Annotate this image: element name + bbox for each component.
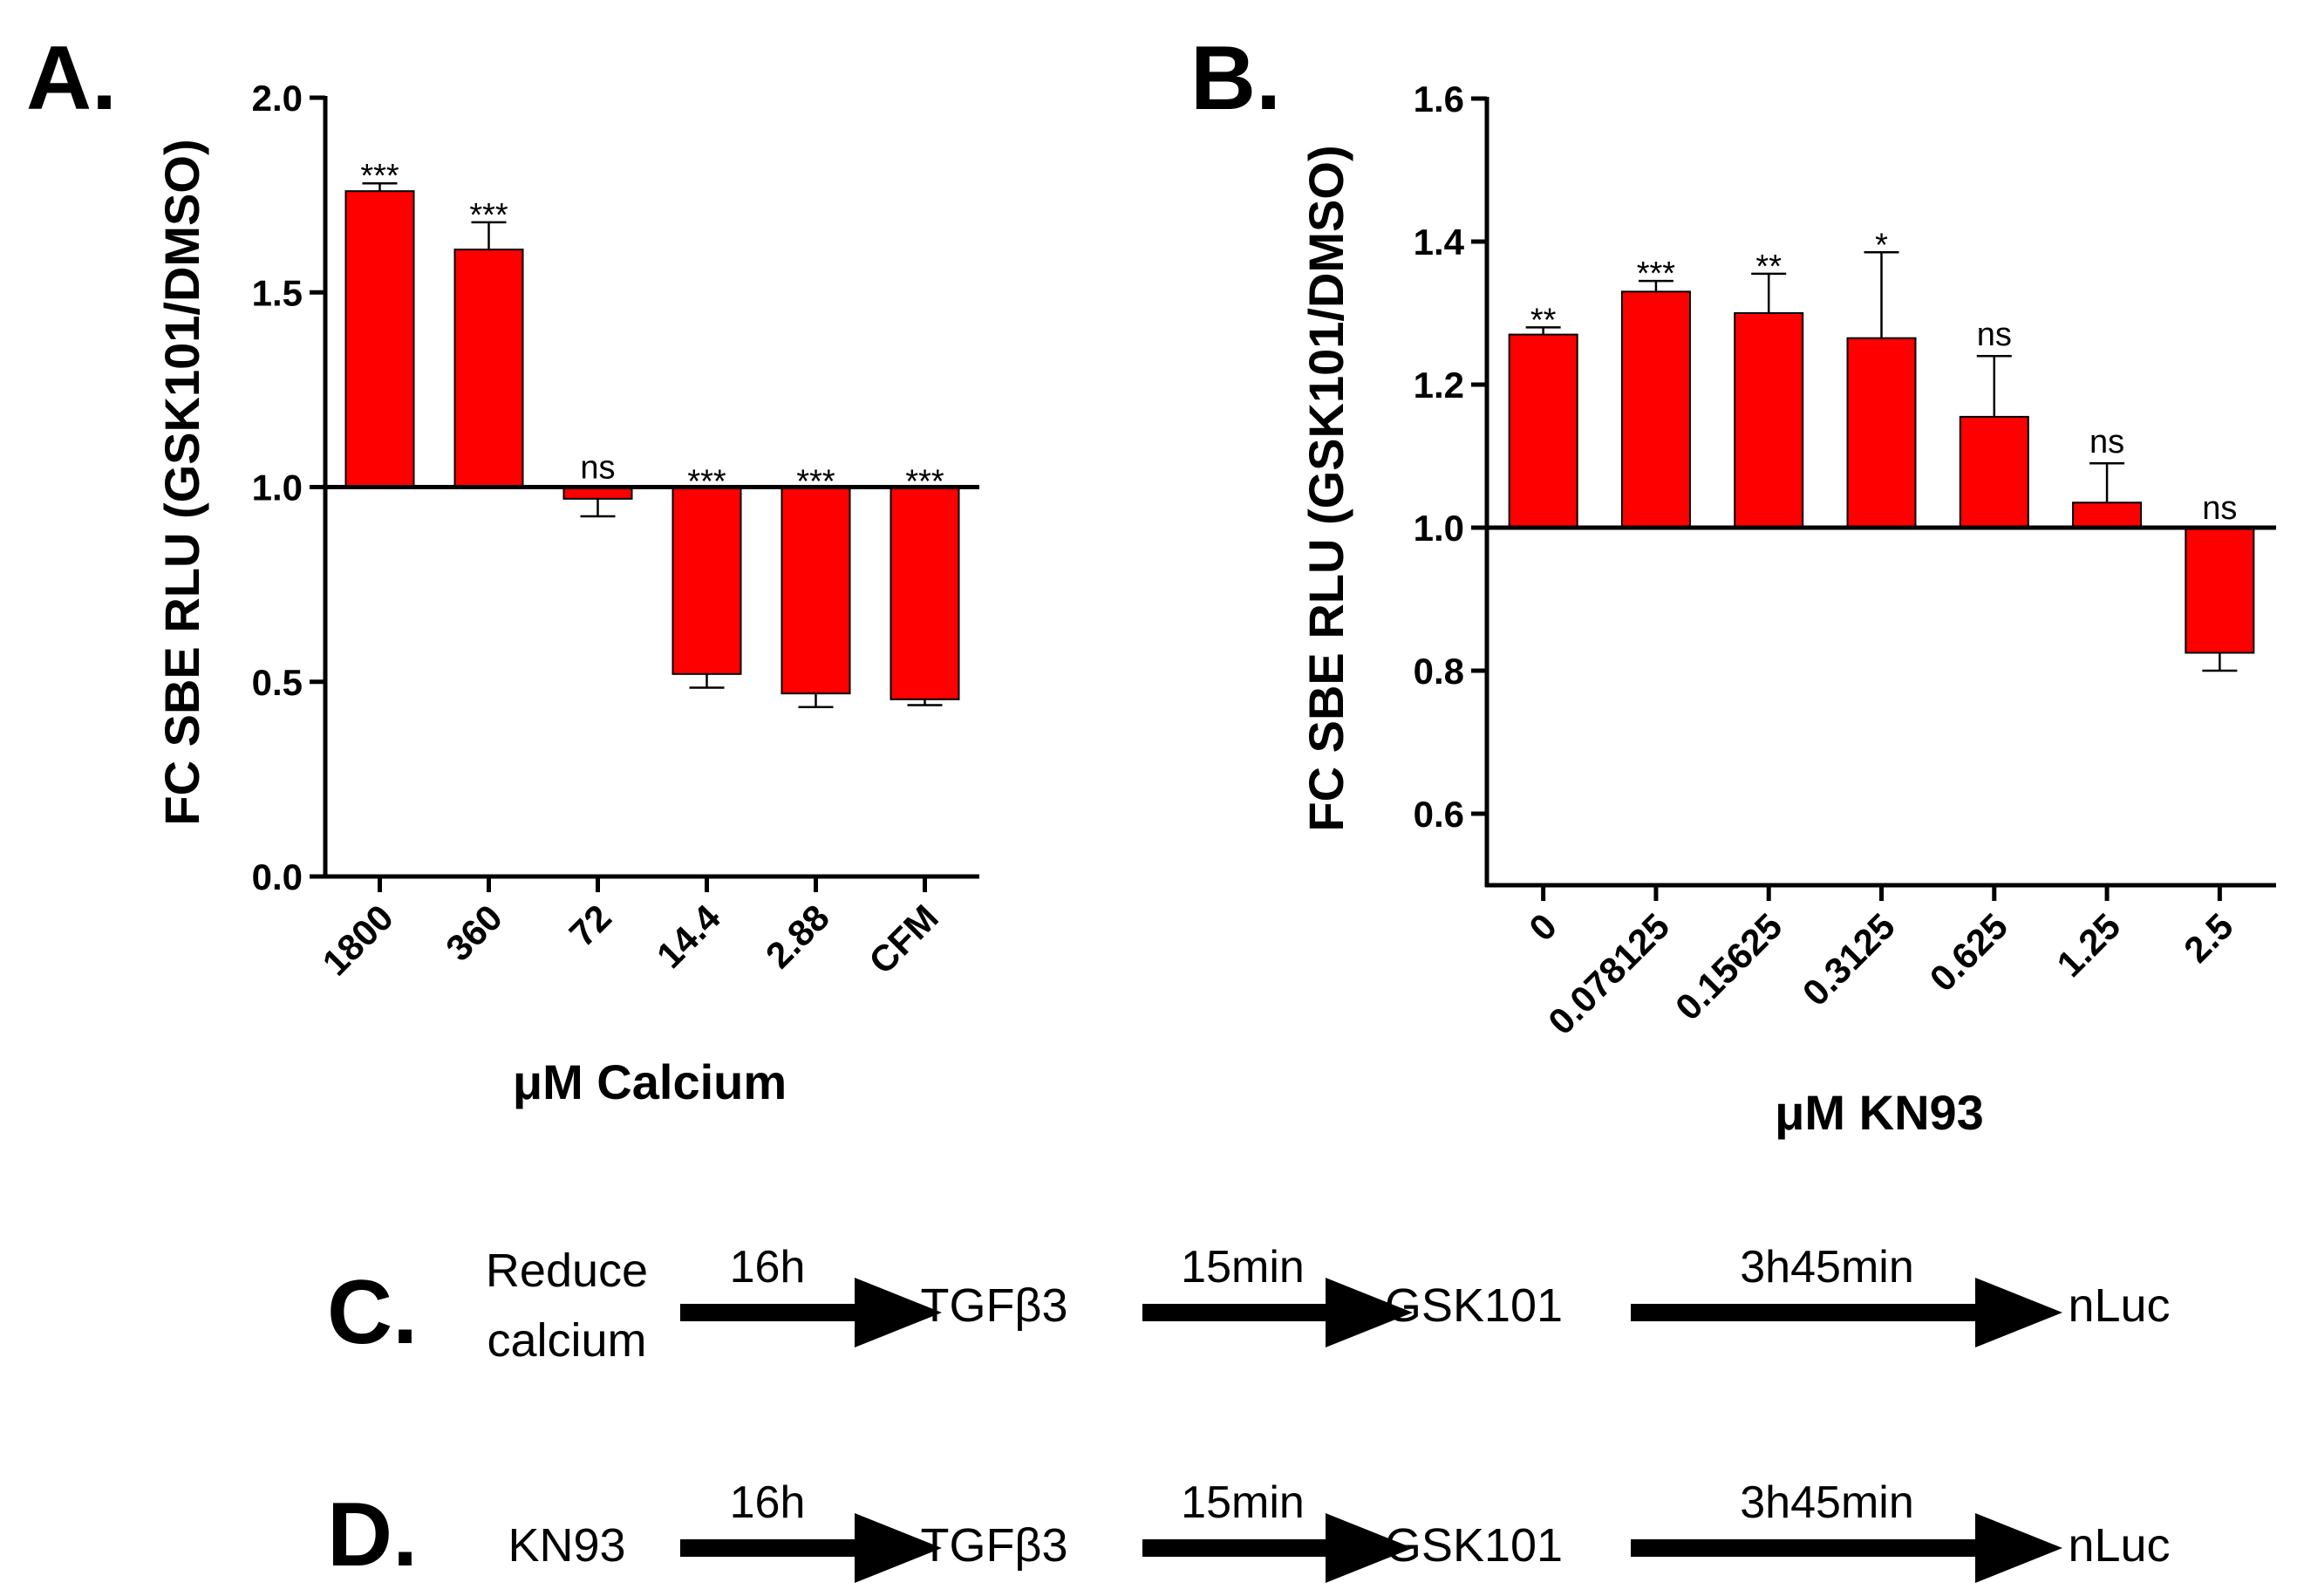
chart-a-bar-1	[453, 249, 524, 488]
chart-b-significance-1: ***	[1637, 256, 1676, 292]
diagram-c: C. Reduce calcium 16h TGFβ3 15min GSK101…	[327, 1242, 2171, 1367]
chart-b-bar-3	[1846, 337, 1917, 529]
diagram-d-step1-target: TGFβ3	[920, 1519, 1067, 1572]
chart-b-ytick-label-1: 0.8	[1414, 651, 1464, 692]
diagram-d-letter: D.	[327, 1484, 418, 1586]
chart-a-xtick-label-1: 360	[438, 897, 510, 969]
chart-b-bar-4	[1959, 415, 2029, 529]
chart-b-ytick-label-5: 1.6	[1414, 78, 1464, 119]
chart-b-ytick-label-4: 1.4	[1414, 222, 1465, 263]
chart-b-bar-6	[2185, 527, 2255, 654]
chart-a-significance-2: ns	[580, 450, 615, 487]
chart-a-xtick-label-3: 14.4	[649, 897, 728, 976]
chart-a-xtick-label-2: 72	[562, 897, 619, 954]
diagram-d-step3-time: 3h45min	[1740, 1477, 1913, 1528]
chart-b-bar-2	[1734, 312, 1804, 529]
chart-a-xtick-label-4: 2.88	[758, 897, 837, 976]
chart-b-ytick-label-0: 0.6	[1414, 794, 1464, 835]
chart-b-bar-1	[1620, 290, 1691, 529]
chart-b-ytick-label-2: 1.0	[1414, 508, 1464, 549]
chart-a-significance-1: ***	[469, 197, 508, 234]
chart-b-xtick-label-2: 0.15625	[1667, 905, 1790, 1028]
chart-a-significance-4: ***	[796, 464, 835, 501]
chart-a-ytick-label-0: 0.0	[252, 856, 303, 897]
chart-b-significance-6: ns	[2202, 490, 2237, 527]
chart-b-plot: 0.6 0.8 1.0 1.2 1.4 1.6 ** 0 *** 0.078125 ** 0.1562…	[1414, 78, 2276, 1042]
chart-a-ytick-label-4: 2.0	[252, 78, 303, 119]
chart-b-xtick-label-6: 2.5	[2176, 905, 2241, 971]
panel-a-letter: A.	[26, 28, 117, 129]
chart-b-significance-4: ns	[1977, 317, 2012, 353]
diagram-c-letter: C.	[327, 1262, 418, 1363]
chart-b-xtick-label-3: 0.3125	[1795, 905, 1903, 1013]
diagram-c-step3-target: nLuc	[2068, 1279, 2170, 1332]
diagram-c-step2-time: 15min	[1181, 1242, 1305, 1292]
chart-a-xtick-label-5: CFM	[861, 897, 946, 982]
chart-a-significance-0: ***	[360, 158, 399, 194]
diagram-d-step2-target: GSK101	[1385, 1519, 1563, 1572]
diagram-d-start: KN93	[508, 1519, 625, 1572]
diagram-d: D. KN93 16h TGFβ3 15min GSK101 3h45min n…	[327, 1477, 2171, 1586]
chart-a-xlabel: μM Calcium	[513, 1054, 787, 1109]
diagram-d-step3-target: nLuc	[2068, 1519, 2170, 1572]
diagram-c-step1-time: 16h	[730, 1242, 806, 1292]
chart-b-significance-0: **	[1530, 302, 1557, 338]
diagram-c-start-line2: calcium	[487, 1314, 646, 1367]
chart-b-xtick-label-1: 0.078125	[1540, 905, 1677, 1042]
diagram-c-start-line1: Reduce	[486, 1245, 648, 1297]
chart-b-significance-2: **	[1755, 249, 1782, 285]
diagram-d-step1-time: 16h	[730, 1477, 806, 1528]
chart-b-xtick-label-0: 0	[1521, 905, 1564, 949]
chart-a-ytick-label-3: 1.5	[252, 272, 303, 313]
chart-a-ytick-label-2: 1.0	[252, 467, 303, 508]
chart-a-ylabel: FC SBE RLU (GSK101/DMSO)	[154, 139, 209, 825]
chart-a: A. FC SBE RLU (GSK101/DMSO) μM Calcium 0…	[26, 28, 979, 1109]
chart-a-xtick-label-0: 1800	[315, 897, 401, 983]
chart-a-bar-5	[890, 486, 960, 700]
chart-a-bar-0	[344, 190, 415, 488]
panel-b-letter: B.	[1190, 28, 1281, 129]
diagram-c-step2-target: GSK101	[1385, 1279, 1563, 1332]
chart-b-xlabel: μM KN93	[1775, 1085, 1984, 1140]
chart-b-ytick-label-3: 1.2	[1414, 365, 1464, 406]
chart-a-bar-4	[780, 486, 851, 695]
chart-b-significance-3: *	[1875, 227, 1888, 263]
chart-b-significance-5: ns	[2089, 424, 2124, 460]
chart-a-ytick-label-1: 0.5	[252, 662, 303, 703]
chart-b-xtick-label-4: 0.625	[1922, 905, 2016, 999]
chart-b-bar-0	[1508, 333, 1578, 529]
chart-b-xtick-label-5: 1.25	[2048, 905, 2128, 985]
diagram-d-step2-time: 15min	[1181, 1477, 1305, 1528]
chart-b-bar-5	[2072, 501, 2143, 529]
diagram-c-step3-time: 3h45min	[1740, 1242, 1913, 1292]
chart-b: B. FC SBE RLU (GSK101/DMSO) μM KN93 0.60…	[1190, 28, 2276, 1140]
chart-a-significance-5: ***	[905, 464, 944, 501]
chart-a-bar-3	[671, 486, 742, 675]
diagram-c-step1-target: TGFβ3	[920, 1279, 1067, 1332]
chart-a-significance-3: ***	[687, 464, 726, 501]
chart-a-plot: 0.0 0.5 1.0 1.5 2.0 *** 1800 *** 360 ns 72 *** 14.4 *…	[252, 78, 979, 983]
chart-b-ylabel: FC SBE RLU (GSK101/DMSO)	[1299, 145, 1353, 831]
